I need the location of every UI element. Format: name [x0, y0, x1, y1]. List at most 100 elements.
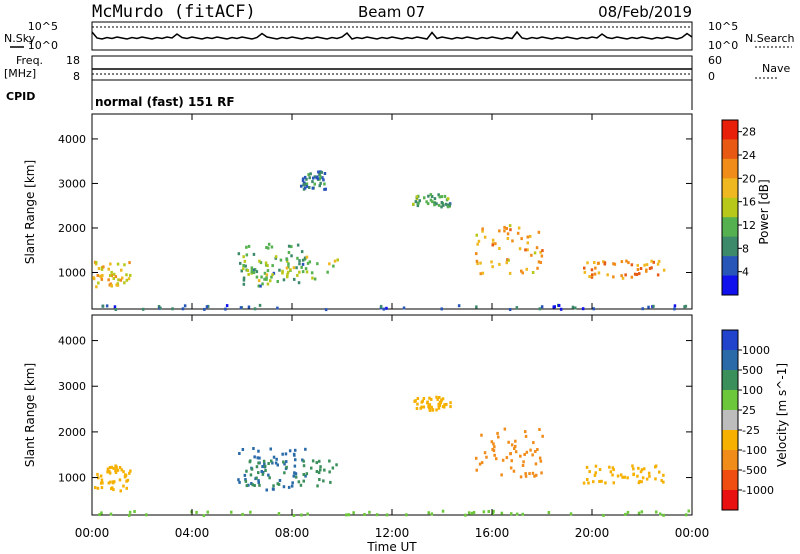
- data-cell: [620, 260, 624, 264]
- data-cell: [528, 472, 531, 476]
- data-cell: [643, 467, 646, 471]
- data-cell: [114, 464, 117, 468]
- colorbar-segment: [722, 158, 738, 179]
- data-cell: [475, 468, 478, 472]
- data-cell: [632, 473, 635, 477]
- data-cell: [269, 447, 272, 451]
- data-cell: [627, 261, 630, 265]
- data-cell: [593, 261, 596, 264]
- data-cell: [274, 461, 278, 465]
- data-cell: [267, 242, 271, 246]
- data-cell: [687, 509, 690, 513]
- data-cell: [633, 272, 637, 276]
- freq-label: Freq.: [16, 54, 43, 67]
- data-cell: [507, 258, 510, 262]
- data-cell: [598, 480, 601, 483]
- data-cell: [301, 179, 305, 183]
- colorbar-tick-label: 25: [742, 404, 756, 417]
- data-cell: [157, 305, 161, 308]
- data-cell: [515, 512, 519, 516]
- data-cell: [278, 268, 281, 272]
- data-cell: [430, 405, 433, 409]
- data-cell: [119, 278, 123, 282]
- data-cell: [654, 465, 657, 469]
- data-cell: [114, 275, 118, 279]
- data-cell: [255, 270, 259, 274]
- data-cell: [276, 306, 279, 310]
- data-cell: [652, 260, 655, 264]
- data-cell: [446, 203, 449, 207]
- data-cell: [125, 486, 128, 490]
- data-cell: [120, 268, 123, 272]
- data-cell: [449, 405, 452, 409]
- data-cell: [630, 263, 634, 267]
- y-tick-label: 3000: [58, 177, 86, 190]
- data-cell: [242, 276, 246, 280]
- data-cell: [242, 255, 245, 259]
- data-cell: [296, 273, 299, 277]
- data-cell: [503, 229, 506, 233]
- data-cell: [293, 464, 297, 468]
- data-cell: [279, 258, 283, 262]
- data-cell: [437, 403, 440, 407]
- data-cell: [520, 269, 523, 273]
- data-cell: [293, 453, 296, 457]
- data-cell: [99, 474, 103, 478]
- data-cell: [416, 397, 420, 400]
- data-cell: [479, 272, 482, 276]
- data-cell: [262, 459, 266, 463]
- colorbar-tick-label: 28: [742, 126, 756, 139]
- data-cell: [472, 511, 476, 514]
- data-cell: [508, 308, 512, 311]
- data-cell: [516, 231, 520, 235]
- data-cell: [540, 254, 544, 258]
- data-cell: [270, 459, 273, 463]
- colorbar-tick-label: 20: [742, 172, 756, 185]
- data-cell: [303, 186, 307, 190]
- data-cell: [265, 277, 268, 281]
- data-cell: [116, 468, 120, 472]
- data-cell: [116, 262, 120, 266]
- data-cell: [363, 513, 366, 516]
- data-cell: [328, 459, 331, 463]
- data-cell: [524, 434, 528, 438]
- data-cell: [506, 237, 510, 240]
- data-cell: [283, 462, 286, 466]
- data-cell: [475, 305, 478, 309]
- velocity-axes-frame: [91, 314, 693, 516]
- data-cell: [490, 440, 494, 444]
- data-cell: [122, 470, 125, 474]
- data-cell: [120, 468, 123, 472]
- data-cell: [643, 263, 646, 267]
- data-cell: [440, 399, 443, 403]
- colorbar-segment: [722, 275, 738, 296]
- data-cell: [650, 259, 653, 263]
- colorbar-tick-label: -100: [742, 444, 767, 457]
- data-cell: [481, 271, 485, 275]
- data-cell: [251, 483, 254, 487]
- data-cell: [590, 275, 594, 279]
- data-cell: [464, 513, 467, 517]
- data-cell: [110, 270, 113, 274]
- cpid-label: CPID: [6, 90, 35, 103]
- data-cell: [423, 196, 426, 200]
- data-cell: [430, 512, 434, 516]
- data-cell: [639, 470, 643, 474]
- data-cell: [238, 452, 241, 455]
- data-cell: [443, 194, 447, 198]
- data-cell: [133, 510, 136, 513]
- data-cell: [305, 184, 309, 188]
- data-cell: [306, 261, 310, 265]
- data-cell: [277, 512, 281, 516]
- data-cell: [319, 468, 322, 472]
- data-cell: [612, 275, 615, 279]
- data-cell: [525, 450, 529, 454]
- data-cell: [508, 224, 512, 228]
- data-cell: [241, 512, 244, 516]
- data-cell: [492, 442, 495, 446]
- data-cell: [328, 470, 331, 474]
- nsky-line: [91, 30, 693, 40]
- y-tick-label: 1000: [58, 266, 86, 279]
- freq-panel: [91, 55, 693, 81]
- data-cell: [437, 193, 440, 197]
